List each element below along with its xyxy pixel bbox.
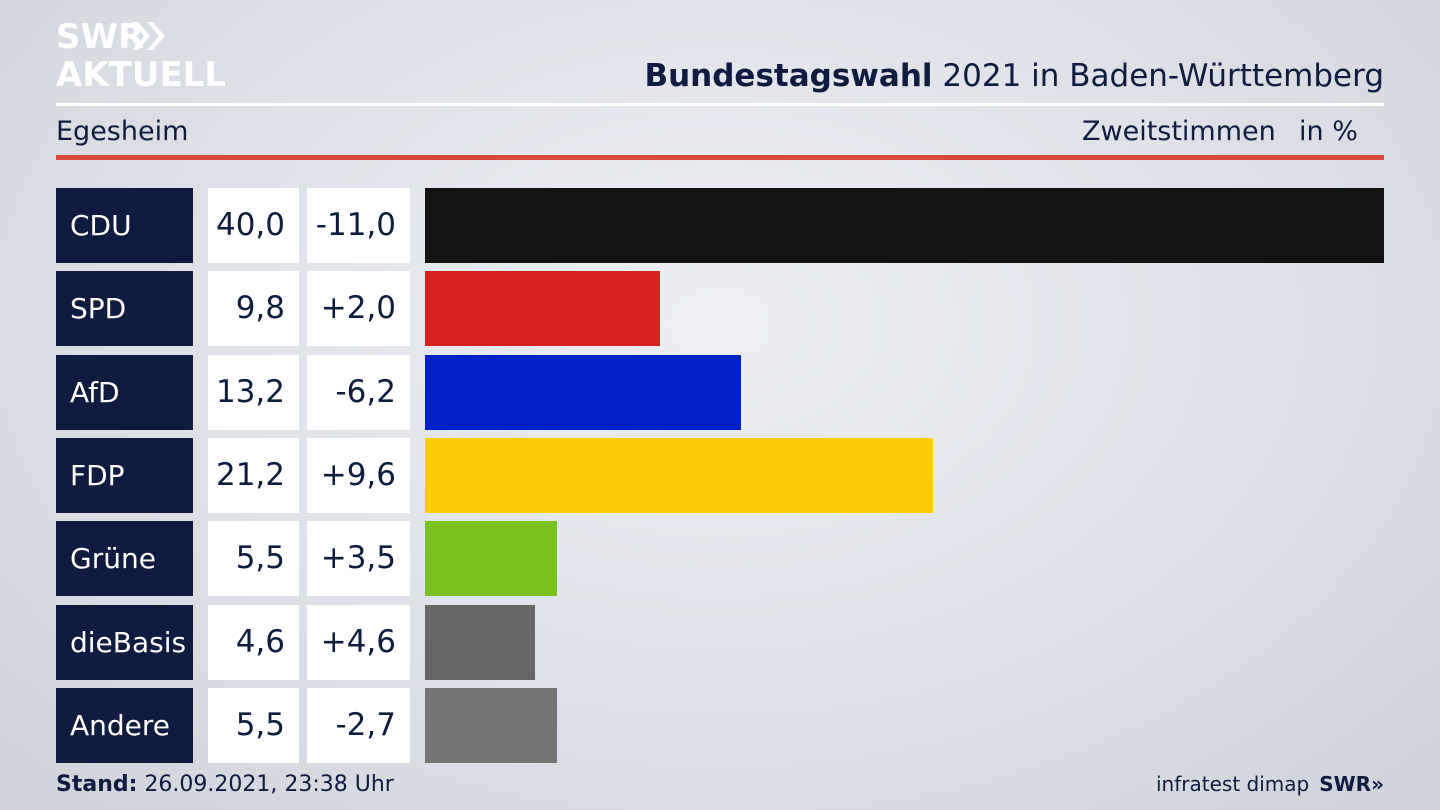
change-label: +2,0 [307,271,410,347]
region-name: Egesheim [56,116,189,147]
party-label: AfD [56,354,193,430]
change-label: +3,5 [307,521,410,597]
timestamp-label: Stand: [56,772,138,797]
value-label: 40,0 [208,188,299,263]
bar [425,354,741,430]
party-label: Grüne [56,521,193,597]
chart-row: Grüne 5,5 +3,5 [0,521,1440,597]
chart-title: Bundestagswahl 2021 in Baden-Württemberg [644,58,1384,94]
logo-line2: AKTUELL [56,55,226,90]
change-label: +9,6 [307,437,410,513]
party-label: Andere [56,687,193,763]
chart-row: SPD 9,8 +2,0 [0,271,1440,347]
chart-row: dieBasis 4,6 +4,6 [0,604,1440,680]
change-label: -2,7 [307,687,410,763]
unit-label: in % [1299,116,1358,147]
chart-row: CDU 40,0 -11,0 [0,188,1440,263]
bar [425,521,557,597]
logo-line1: SWR [56,17,144,57]
party-label: FDP [56,437,193,513]
bar [425,687,557,763]
party-label: SPD [56,271,193,347]
party-label: dieBasis [56,604,193,680]
measure-label: Zweitstimmen [1082,116,1276,147]
source-credit: infratest dimap SWR» [1156,772,1384,796]
bar [425,271,660,347]
header-divider [56,103,1384,106]
chart-row: FDP 21,2 +9,6 [0,437,1440,513]
swr-aktuell-logo: SWR AKTUELL [56,16,226,90]
chart-row: AfD 13,2 -6,2 [0,354,1440,430]
party-label: CDU [56,188,193,263]
logo-chevron-1 [132,22,150,50]
value-label: 9,8 [208,271,299,347]
logo-chevron-2 [147,22,165,50]
source-name: infratest dimap [1156,772,1310,796]
change-label: +4,6 [307,604,410,680]
value-label: 4,6 [208,604,299,680]
timestamp: Stand: 26.09.2021, 23:38 Uhr [56,772,394,797]
change-label: -11,0 [307,188,410,263]
bar [425,188,1384,263]
value-label: 5,5 [208,521,299,597]
timestamp-value: 26.09.2021, 23:38 Uhr [137,772,394,797]
bar [425,437,933,513]
footer-swr-logo: SWR» [1319,772,1384,796]
value-label: 21,2 [208,437,299,513]
change-label: -6,2 [307,354,410,430]
value-label: 5,5 [208,687,299,763]
chart-title-bold: Bundestagswahl [644,58,933,94]
bar [425,604,535,680]
value-label: 13,2 [208,354,299,430]
accent-rule [56,155,1384,160]
chart-row: Andere 5,5 -2,7 [0,687,1440,763]
chart-title-rest: 2021 in Baden-Württemberg [932,58,1384,94]
